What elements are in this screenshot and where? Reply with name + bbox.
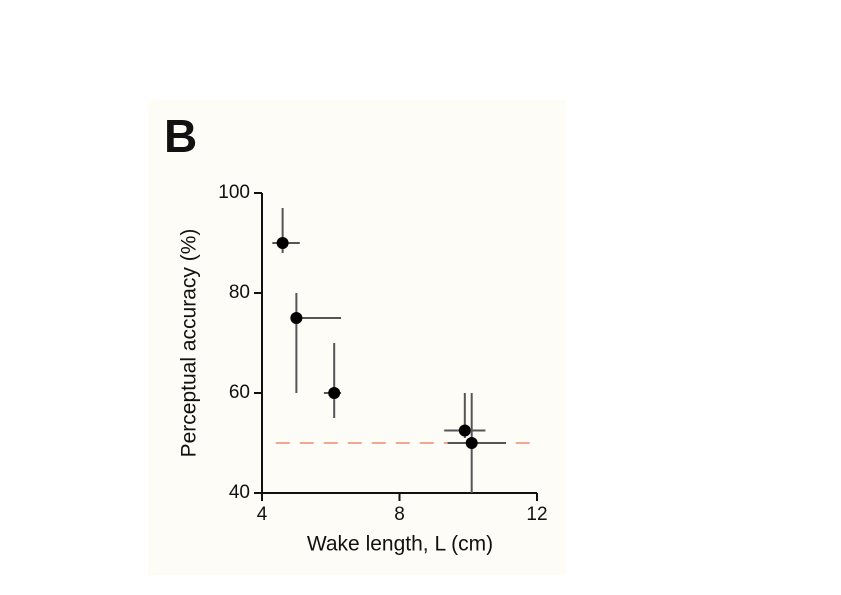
y-tick-label: 60 (229, 382, 250, 403)
panel-label: B (164, 110, 197, 162)
x-tick-label: 8 (394, 504, 405, 525)
point (328, 387, 341, 399)
point (458, 424, 471, 437)
y-tick-label: 40 (229, 482, 250, 503)
x-axis-label: Wake length, L (cm) (307, 533, 493, 556)
point (276, 237, 289, 249)
point (290, 312, 303, 324)
point (465, 437, 478, 449)
x-tick-label: 12 (526, 504, 547, 525)
y-tick-label: 80 (229, 282, 250, 303)
panel-background (148, 100, 566, 575)
y-axis-label: Perceptual accuracy (%) (178, 229, 201, 458)
y-tick-label: 100 (218, 182, 250, 203)
x-tick-label: 4 (257, 504, 268, 525)
